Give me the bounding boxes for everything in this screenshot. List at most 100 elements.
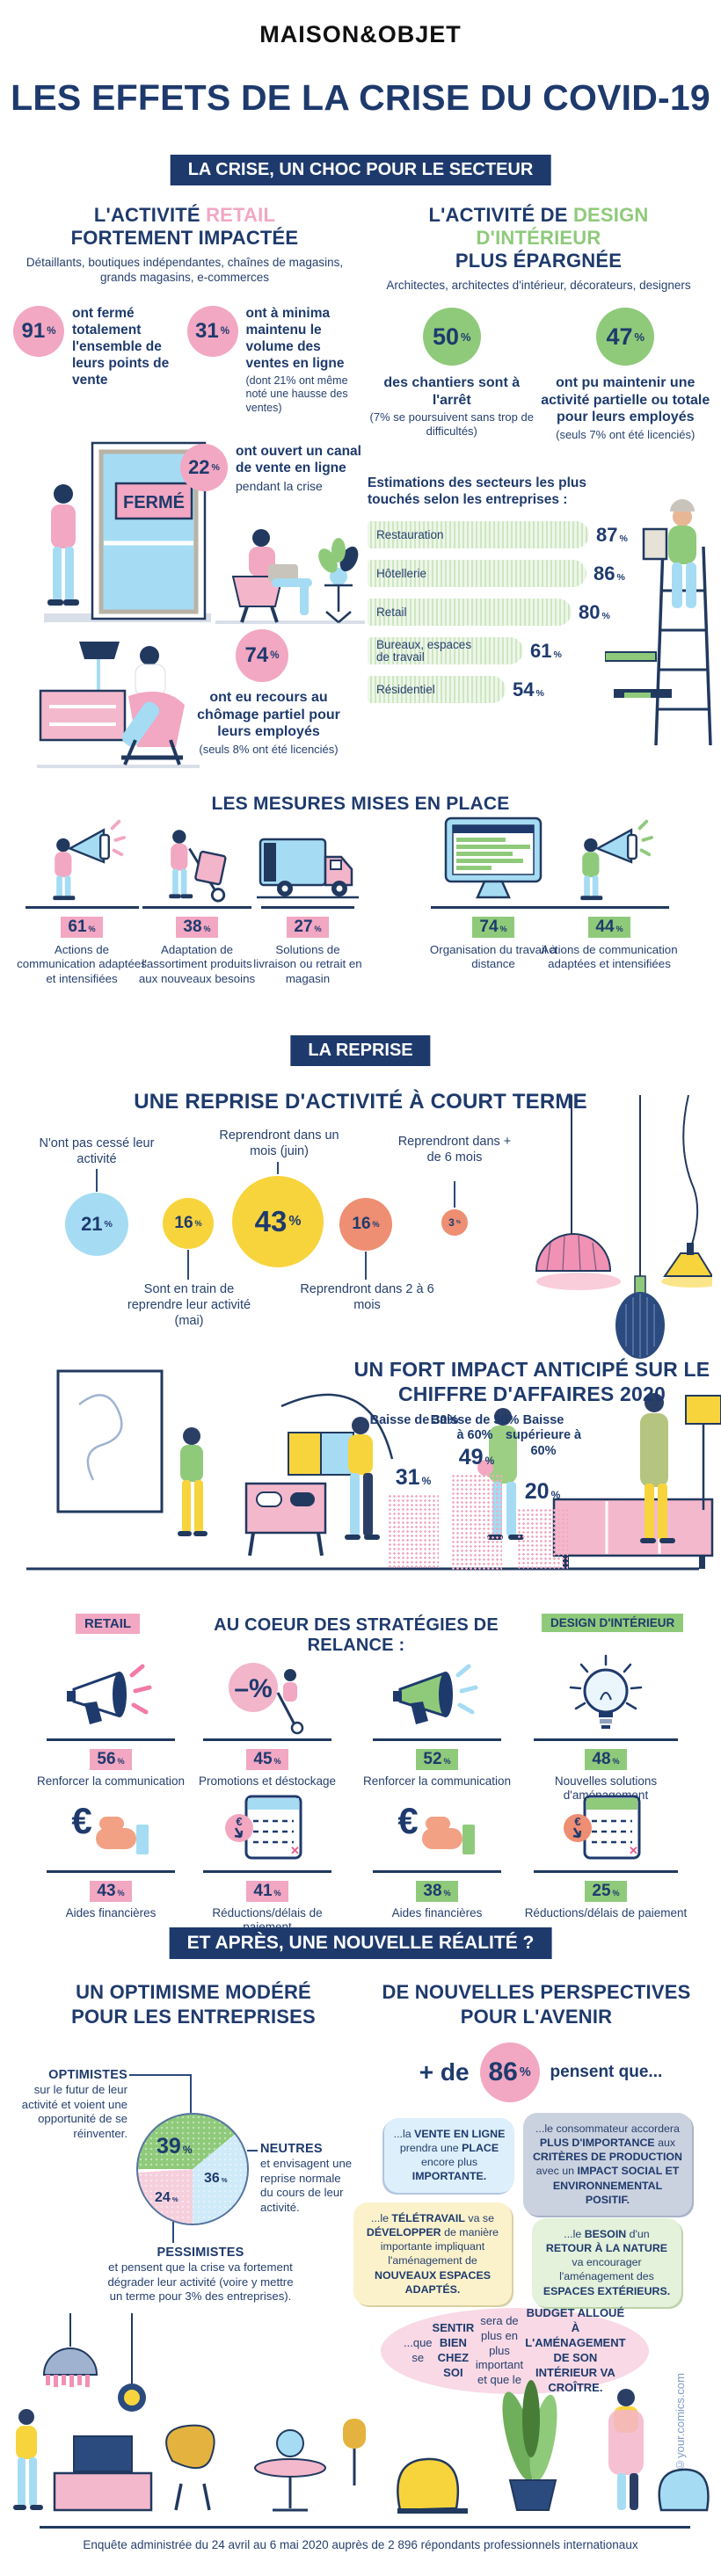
remote-seller-illustration [215, 529, 365, 624]
lightbulb-icon [569, 1654, 643, 1729]
floor-line [40, 2526, 690, 2529]
retail-badge: RETAIL [76, 1614, 141, 1634]
closed-sign: FERMÉ [123, 492, 185, 512]
design-stats: 50% des chantiers sont à l'arrêt (7% se … [365, 308, 712, 442]
bubble-43: 43% [232, 1176, 324, 1267]
svg-text:–%: –% [234, 1674, 272, 1703]
svg-text:€: € [397, 1802, 418, 1841]
sector-row: Retail 80% [368, 593, 671, 632]
svg-text:✕: ✕ [290, 1844, 300, 1857]
section-banner-crise: LA CRISE, UN CHOC POUR LE SECTEUR [170, 155, 551, 185]
card-nature: ...le BESOIN d'un RETOUR À LA NATURE va … [532, 2218, 681, 2307]
credit: ©your.comics.com [674, 2373, 687, 2471]
euro-hand-icon: € [397, 1802, 475, 1854]
retail-title: L'ACTIVITÉ RETAIL FORTEMENT IMPACTÉE [70, 204, 299, 249]
strategy-financial-aid-retail: € 43% Aides financières [36, 1784, 186, 1920]
strategy-payment-terms-design: ✕ € 25% Réductions/délais de paiement [522, 1784, 689, 1920]
bubble-16-2to6: 16% [339, 1198, 392, 1251]
pie-label-pessimistes: PESSIMISTES et pensent que la crise va fo… [107, 2246, 294, 2304]
bubble-16-may: 16% [163, 1198, 214, 1249]
impact-title: UN FORT IMPACT ANTICIPÉ SUR LE CHIFFRE D… [353, 1358, 710, 1405]
section-banner-reprise: LA REPRISE [290, 1035, 431, 1066]
impact-col-label: Baisse de 30% à 60% [430, 1413, 520, 1443]
perspectives-title: DE NOUVELLES PERSPECTIVES POUR L'AVENIR [382, 1981, 691, 2028]
measure-communication: 61% Actions de communication adaptées et… [16, 813, 148, 986]
strategy-communication-retail: 56% Renforcer la communication [36, 1652, 186, 1789]
impact-col-label: Baisse supérieure à 60% [505, 1413, 582, 1458]
pie-label-neutres: NEUTRES et envisagent une reprise normale… [260, 2142, 353, 2214]
bubble-3: 3% [441, 1209, 468, 1236]
stat-new-online-channel: 22% ont ouvert un canal de vente en lign… [180, 444, 367, 494]
stat-furlough-text: ont eu recours au chômage partiel pour l… [197, 690, 340, 756]
retail-stats: 91% ont fermé totalement l'ensemble de l… [13, 306, 360, 416]
pie-value-neutres: 36% [204, 2171, 228, 2186]
delivery-truck-icon [257, 838, 359, 899]
pie-value-pessimistes: 24% [155, 2190, 178, 2205]
lead-86: + de 86% pensent que... [369, 2041, 712, 2104]
card-vente-en-ligne: ...la VENTE EN LIGNE prendra une PLACE e… [384, 2118, 514, 2193]
card-teletravail: ...le TÉLÉTRAVAIL va se DÉVELOPPER de ma… [353, 2202, 512, 2305]
design-badge: DESIGN D'INTÉRIEUR [542, 1614, 684, 1632]
calendar-euro-icon: ✕ € [225, 1795, 302, 1860]
showroom-illustration [26, 1369, 721, 1571]
interior-scene-illustration [13, 2313, 710, 2514]
svg-text:€: € [236, 1815, 242, 1828]
reprise-title: UNE REPRISE D'ACTIVITÉ À COURT TERME [134, 1090, 587, 1114]
measure-remote-work: 74% Organisation du travail à distance [420, 813, 566, 972]
sector-row: Hôtellerie 86% [368, 555, 671, 593]
bubble-label: Reprendront dans + de 6 mois [397, 1135, 512, 1165]
stat-activity-maintained: 47% ont pu maintenir une activité partie… [539, 308, 713, 442]
design-subtitle: Architectes, architectes d'intérieur, dé… [386, 278, 691, 292]
sector-row: Restauration 87% [368, 516, 671, 555]
page-title: LES EFFETS DE LA CRISE DU COVID-19 [11, 77, 710, 118]
impact-bar-20: 20% [516, 1479, 569, 1570]
design-title: L'ACTIVITÉ DE DESIGN D'INTÉRIEUR PLUS ÉP… [428, 204, 649, 272]
monitor-icon [444, 816, 543, 899]
strategy-new-solutions: 48% Nouvelles solutions d'aménagement [522, 1652, 689, 1803]
strategy-communication-design: 52% Renforcer la communication [362, 1652, 512, 1789]
svg-text:€: € [71, 1802, 91, 1841]
section-banner-apres: ET APRÈS, UNE NOUVELLE RÉALITÉ ? [169, 1927, 552, 1959]
strategies-title: AU COEUR DES STRATÉGIES DE RELANCE : [214, 1615, 499, 1655]
strategy-financial-aid-design: € 38% Aides financières [362, 1784, 512, 1920]
survey-note: Enquête administrée du 24 avril au 6 mai… [83, 2538, 638, 2551]
bubble-label: N'ont pas cessé leur activité [39, 1136, 155, 1167]
discount-icon: –% [229, 1663, 304, 1735]
stat-furlough-circle: 74% [236, 629, 288, 682]
retail-subtitle: Détaillants, boutiques indépendantes, ch… [25, 255, 344, 285]
ladder-man-illustration [605, 499, 712, 746]
euro-hand-icon: € [71, 1802, 149, 1854]
brand-logo: MAISON&OBJET [259, 21, 462, 47]
bubble-label: Reprendront dans 2 à 6 mois [300, 1282, 434, 1313]
closed-shop-illustration: FERMÉ [44, 441, 211, 622]
svg-text:€: € [574, 1815, 580, 1828]
handtruck-icon [169, 830, 227, 903]
card-bien-chez-soi: ...que se SENTIR BIEN CHEZ SOI sera de p… [381, 2306, 649, 2394]
measures-title: LES MESURES MISES EN PLACE [211, 794, 510, 814]
megaphone-icon [53, 819, 127, 901]
retail-column: L'ACTIVITÉ RETAIL FORTEMENT IMPACTÉE Dét… [13, 204, 356, 286]
pie-value-optimistes: 39% [157, 2134, 193, 2159]
megaphone-icon [393, 1664, 478, 1724]
sectors-chart: Estimations des secteurs les plus touché… [368, 475, 671, 709]
measure-communication-2: 44% Actions de communication adaptées et… [540, 813, 679, 972]
optimism-title: UN OPTIMISME MODÉRÉ POUR LES ENTREPRISES [71, 1981, 316, 2028]
bubble-21: 21% [65, 1193, 128, 1256]
furlough-illustration [37, 642, 200, 768]
impact-bar-49: 49% [450, 1445, 503, 1570]
strategy-promotions: –% 45% Promotions et déstockage [193, 1652, 342, 1789]
sector-row: Bureaux, espaces de travail 61% [368, 632, 671, 671]
stat-sites-stopped: 50% des chantiers sont à l'arrêt (7% se … [365, 308, 539, 442]
strategy-payment-terms-retail: ✕ € 41% Réductions/délais de paiement [193, 1784, 342, 1935]
optimism-pie [136, 2113, 249, 2225]
stat-closed-stores: 91% ont fermé totalement l'ensemble de l… [13, 306, 187, 416]
stat-online-volume: 31% ont à minima maintenu le volume des … [186, 306, 361, 416]
calendar-euro-icon: ✕ € [564, 1795, 641, 1860]
card-consommateur: ...le consommateur accordera PLUS D'IMPO… [523, 2113, 692, 2216]
design-column: L'ACTIVITÉ DE DESIGN D'INTÉRIEUR PLUS ÉP… [365, 204, 712, 293]
sectors-chart-title: Estimations des secteurs les plus touché… [368, 475, 586, 508]
megaphone-icon [580, 819, 653, 901]
svg-text:✕: ✕ [629, 1844, 638, 1857]
megaphone-icon [67, 1664, 152, 1724]
